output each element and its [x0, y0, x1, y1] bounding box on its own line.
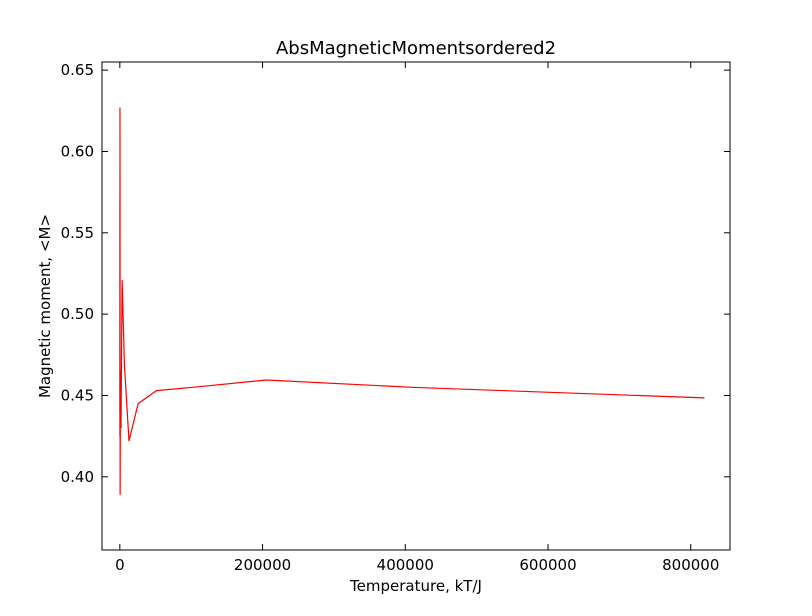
y-tick-label: 0.40: [61, 468, 94, 486]
x-tick-label: 200000: [234, 556, 291, 574]
series-line: [119, 107, 705, 495]
chart-title: AbsMagneticMomentsordered2: [276, 38, 556, 59]
plot-area-frame: [101, 61, 731, 551]
x-tick-label: 0: [115, 556, 125, 574]
x-tick-label: 400000: [377, 556, 434, 574]
series-layer: [119, 107, 705, 495]
y-tick-label: 0.60: [61, 142, 94, 160]
x-tick-label: 600000: [519, 556, 576, 574]
y-tick-label: 0.65: [61, 61, 94, 79]
y-tick-label: 0.50: [61, 305, 94, 323]
y-tick-label: 0.45: [61, 386, 94, 404]
x-axis-label: Temperature, kT/J: [349, 577, 482, 595]
y-axis-label: Magnetic moment, <M>: [36, 214, 54, 398]
y-tick-label: 0.55: [61, 224, 94, 242]
ticks-layer: 0 200000 400000 600000 800000 0.40 0.45 0.50 0.5…: [61, 61, 730, 574]
x-tick-label: 800000: [662, 556, 719, 574]
